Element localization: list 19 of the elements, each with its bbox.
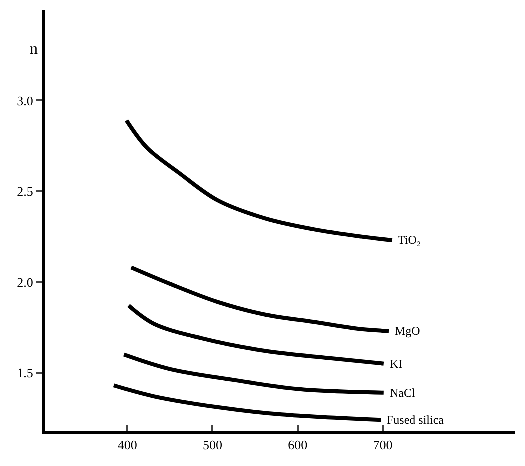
line-series bbox=[112, 384, 384, 422]
line-series bbox=[124, 118, 394, 242]
x-tick-label: 400 bbox=[118, 438, 138, 453]
x-tick-label: 500 bbox=[202, 438, 222, 453]
x-tick-label: 600 bbox=[288, 438, 308, 453]
series-label: KI bbox=[390, 357, 403, 371]
series-label: TiO₂ bbox=[398, 233, 422, 247]
series-label: Fused silica bbox=[387, 413, 445, 427]
line-series bbox=[122, 352, 386, 395]
series-label: NaCl bbox=[390, 386, 416, 400]
y-axis-title: n bbox=[30, 41, 38, 58]
y-tick-label: 3.0 bbox=[17, 93, 34, 108]
y-tick-label: 1.5 bbox=[17, 365, 34, 380]
line-series bbox=[129, 266, 391, 334]
series-label: MgO bbox=[395, 324, 421, 338]
x-tick-label: 700 bbox=[373, 438, 393, 453]
y-tick-label: 2.0 bbox=[17, 274, 34, 290]
y-tick-label: 2.5 bbox=[17, 184, 34, 200]
line-series bbox=[126, 304, 386, 366]
